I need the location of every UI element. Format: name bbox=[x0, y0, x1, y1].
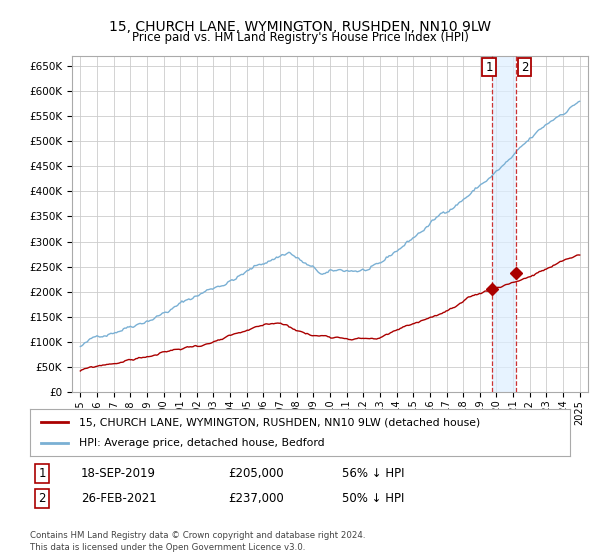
Text: This data is licensed under the Open Government Licence v3.0.: This data is licensed under the Open Gov… bbox=[30, 543, 305, 552]
Text: Contains HM Land Registry data © Crown copyright and database right 2024.: Contains HM Land Registry data © Crown c… bbox=[30, 531, 365, 540]
Text: 18-SEP-2019: 18-SEP-2019 bbox=[81, 466, 156, 480]
Text: Price paid vs. HM Land Registry's House Price Index (HPI): Price paid vs. HM Land Registry's House … bbox=[131, 31, 469, 44]
Text: 15, CHURCH LANE, WYMINGTON, RUSHDEN, NN10 9LW: 15, CHURCH LANE, WYMINGTON, RUSHDEN, NN1… bbox=[109, 20, 491, 34]
Text: 50% ↓ HPI: 50% ↓ HPI bbox=[342, 492, 404, 505]
Text: 56% ↓ HPI: 56% ↓ HPI bbox=[342, 466, 404, 480]
Text: 15, CHURCH LANE, WYMINGTON, RUSHDEN, NN10 9LW (detached house): 15, CHURCH LANE, WYMINGTON, RUSHDEN, NN1… bbox=[79, 417, 480, 427]
Bar bbox=[491, 56, 515, 392]
Text: 26-FEB-2021: 26-FEB-2021 bbox=[81, 492, 157, 505]
Text: 2: 2 bbox=[38, 492, 46, 505]
Text: 1: 1 bbox=[38, 466, 46, 480]
Text: HPI: Average price, detached house, Bedford: HPI: Average price, detached house, Bedf… bbox=[79, 438, 324, 448]
Text: £205,000: £205,000 bbox=[228, 466, 284, 480]
Text: 1: 1 bbox=[485, 60, 493, 73]
Text: £237,000: £237,000 bbox=[228, 492, 284, 505]
Text: 2: 2 bbox=[521, 60, 529, 73]
